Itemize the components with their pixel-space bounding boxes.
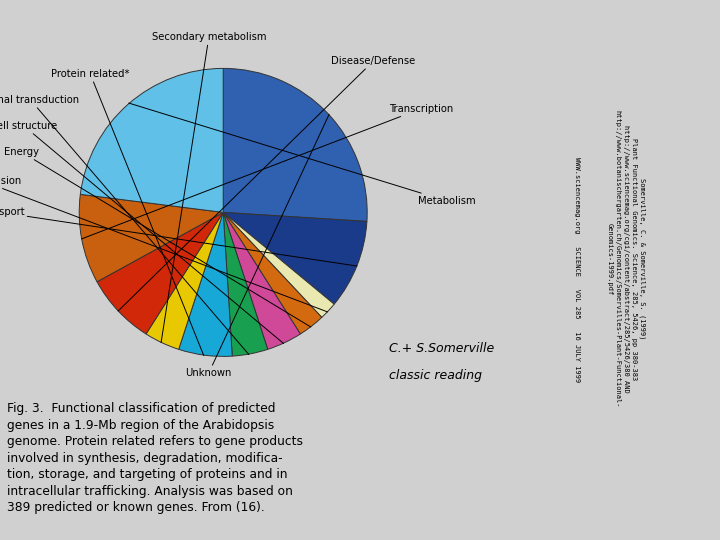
- Text: Cell structure: Cell structure: [0, 121, 284, 343]
- Text: Signal transduction: Signal transduction: [0, 95, 249, 355]
- Wedge shape: [179, 212, 233, 356]
- Text: Transport: Transport: [0, 207, 357, 266]
- Text: Growth/Division: Growth/Division: [0, 176, 328, 312]
- Wedge shape: [223, 212, 367, 304]
- Text: Transcription: Transcription: [81, 104, 453, 239]
- Text: Secondary metabolism: Secondary metabolism: [151, 32, 266, 342]
- Text: Somerville, C. & Somerville, S. (1999)
Plant Functional Genomics. Science, 285, : Somerville, C. & Somerville, S. (1999) P…: [607, 111, 645, 408]
- Wedge shape: [79, 194, 223, 282]
- Text: C.+ S.Somerville: C.+ S.Somerville: [389, 342, 494, 355]
- Wedge shape: [223, 212, 300, 349]
- Wedge shape: [97, 212, 223, 334]
- Wedge shape: [223, 212, 334, 318]
- Text: Metabolism: Metabolism: [129, 103, 475, 206]
- Text: Disease/Defense: Disease/Defense: [118, 56, 415, 311]
- Wedge shape: [223, 69, 367, 221]
- Wedge shape: [223, 212, 322, 334]
- Text: Energy: Energy: [4, 147, 311, 327]
- Text: WWW.sciencemag.org   SCIENCE   VOL 285   16 JULY 1999: WWW.sciencemag.org SCIENCE VOL 285 16 JU…: [575, 157, 580, 383]
- Wedge shape: [223, 212, 268, 356]
- Text: classic reading: classic reading: [389, 369, 482, 382]
- Text: Fig. 3.  Functional classification of predicted
genes in a 1.9-Mb region of the : Fig. 3. Functional classification of pre…: [7, 402, 303, 514]
- Wedge shape: [81, 69, 223, 212]
- Text: Protein related*: Protein related*: [51, 69, 204, 355]
- Wedge shape: [146, 212, 223, 349]
- Text: Unknown: Unknown: [186, 114, 329, 378]
